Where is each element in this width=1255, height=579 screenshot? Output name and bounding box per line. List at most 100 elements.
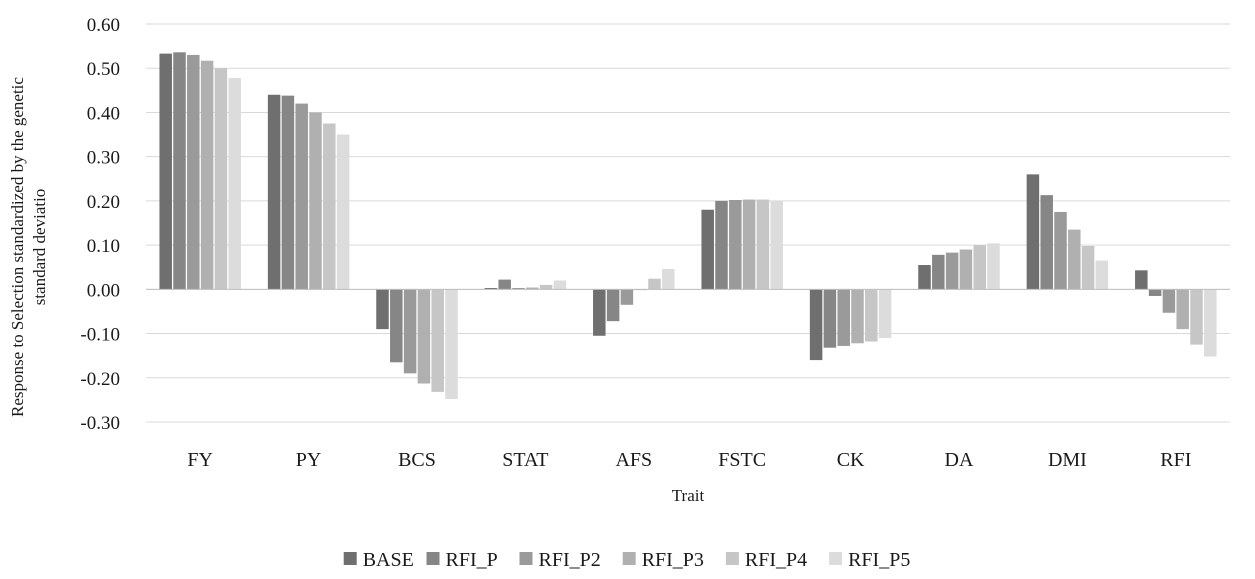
y-axis-title: Response to Selection standardized by th… <box>8 77 49 417</box>
bar-fstc-base <box>701 209 714 290</box>
x-category-label: STAT <box>502 449 548 471</box>
bar-afs-rfi-p4 <box>648 278 661 290</box>
bar-afs-rfi-p2 <box>620 289 634 305</box>
bar-da-rfi-p2 <box>945 252 959 290</box>
y-tick-label: 0.40 <box>87 103 120 124</box>
bar-fy-rfi-p2 <box>187 54 200 290</box>
bar-ck-base <box>809 289 823 361</box>
y-tick-label: 0.20 <box>87 192 120 213</box>
bar-fstc-rfi-p <box>715 200 728 290</box>
x-category-label: DA <box>945 449 974 471</box>
bar-dmi-base <box>1026 174 1040 290</box>
x-category-label: PY <box>296 449 322 471</box>
x-category-label: FY <box>187 449 213 471</box>
bar-fy-base <box>159 53 172 290</box>
y-tick-labels: 0.60 0.50 0.40 0.30 0.20 0.10 0.00 -0.10 -0.20 -0… <box>80 15 120 434</box>
x-category-label: FSTC <box>718 449 766 471</box>
bar-fstc-rfi-p3 <box>742 199 756 290</box>
y-axis-title-line-1: Response to Selection standardized by th… <box>8 77 27 417</box>
bar-stat-rfi-p5 <box>553 280 567 290</box>
bar-py-rfi-p2 <box>295 103 308 290</box>
gridlines <box>146 23 1230 423</box>
bar-dmi-rfi-p3 <box>1068 229 1081 290</box>
legend-swatch <box>343 552 357 565</box>
bar-ck-rfi-p5 <box>878 289 892 338</box>
bar-py-rfi-p3 <box>309 112 322 290</box>
bar-ck-rfi-p <box>823 289 837 348</box>
bar-dmi-rfi-p4 <box>1081 245 1095 290</box>
bar-ck-rfi-p4 <box>865 289 878 342</box>
legend-label: BASE <box>363 549 414 571</box>
bar-ck-rfi-p2 <box>837 289 850 346</box>
bar-afs-rfi-p5 <box>662 268 675 290</box>
bar-da-base <box>918 265 931 290</box>
bar-rfi-rfi-p2 <box>1162 289 1176 313</box>
legend-swatch <box>725 552 739 565</box>
bar-fy-rfi-p3 <box>200 60 214 290</box>
bar-rfi-rfi-p <box>1148 289 1162 296</box>
x-category-label: CK <box>837 449 865 471</box>
bar-stat-rfi-p <box>498 279 511 290</box>
bar-fy-rfi-p4 <box>214 68 228 290</box>
y-tick-label: 0.30 <box>87 148 120 169</box>
y-tick-label: 0.10 <box>87 236 120 257</box>
y-tick-label: 0.50 <box>87 59 120 80</box>
bar-fstc-rfi-p4 <box>756 199 770 290</box>
bar-dmi-rfi-p2 <box>1054 211 1067 290</box>
legend-swatch <box>622 552 636 565</box>
x-category-label: DMI <box>1048 449 1087 471</box>
bar-fy-rfi-p <box>173 52 186 290</box>
bar-afs-rfi-p <box>606 289 620 322</box>
y-axis-title-line-2: standard deviatio <box>30 189 49 306</box>
x-category-label: AFS <box>615 449 652 471</box>
bar-ck-rfi-p3 <box>851 289 864 344</box>
bar-rfi-base <box>1135 270 1148 290</box>
bar-stat-rfi-p3 <box>526 287 539 290</box>
legend-item-base: BASE <box>343 549 414 571</box>
bar-py-rfi-p <box>281 95 295 290</box>
y-tick-label: -0.20 <box>80 369 120 390</box>
legend-item-rfi-p3: RFI_P3 <box>622 549 704 571</box>
bar-py-rfi-p5 <box>336 134 350 290</box>
bar-afs-base <box>593 289 606 336</box>
bar-dmi-rfi-p5 <box>1095 260 1109 290</box>
legend-swatch <box>426 552 440 565</box>
bar-da-rfi-p3 <box>959 249 973 290</box>
x-category-label: BCS <box>398 449 436 471</box>
x-axis-title: Trait <box>672 486 705 505</box>
y-tick-label: 0.60 <box>87 15 120 36</box>
bar-bcs-rfi-p3 <box>417 289 431 384</box>
legend-item-rfi-p2: RFI_P2 <box>519 549 601 571</box>
legend-label: RFI_P5 <box>848 549 910 571</box>
bar-py-base <box>267 94 281 290</box>
legend-label: RFI_P2 <box>539 549 601 571</box>
bar-fstc-rfi-p5 <box>770 200 783 290</box>
legend-item-rfi-p: RFI_P <box>426 549 498 571</box>
legend-label: RFI_P4 <box>745 549 807 571</box>
bar-bcs-rfi-p5 <box>445 289 458 400</box>
y-tick-label: -0.10 <box>80 325 120 346</box>
bar-stat-rfi-p2 <box>512 288 525 290</box>
bar-bcs-base <box>376 289 389 330</box>
bar-bcs-rfi-p2 <box>403 289 417 374</box>
legend-label: RFI_P <box>446 549 498 571</box>
bar-rfi-rfi-p3 <box>1176 289 1189 330</box>
x-category-labels: FY PY BCS STAT AFS FSTC CK DA DMI RFI <box>187 449 1191 471</box>
x-category-label: RFI <box>1160 449 1191 471</box>
bar-bcs-rfi-p4 <box>431 289 444 392</box>
bar-stat-rfi-p4 <box>539 284 553 290</box>
legend-item-rfi-p5: RFI_P5 <box>829 549 910 571</box>
bar-stat-base <box>484 288 498 290</box>
bar-bcs-rfi-p <box>390 289 403 363</box>
legend-item-rfi-p4: RFI_P4 <box>725 549 807 571</box>
bar-py-rfi-p4 <box>323 123 336 290</box>
bar-da-rfi-p5 <box>987 243 1000 290</box>
legend-label: RFI_P3 <box>642 549 704 571</box>
y-tick-label: 0.00 <box>87 280 120 301</box>
bar-fy-rfi-p5 <box>228 77 241 290</box>
y-tick-label: -0.30 <box>80 413 120 434</box>
bar-rfi-rfi-p5 <box>1204 289 1217 357</box>
bar-rfi-rfi-p4 <box>1190 289 1203 345</box>
bar-da-rfi-p4 <box>973 245 986 290</box>
